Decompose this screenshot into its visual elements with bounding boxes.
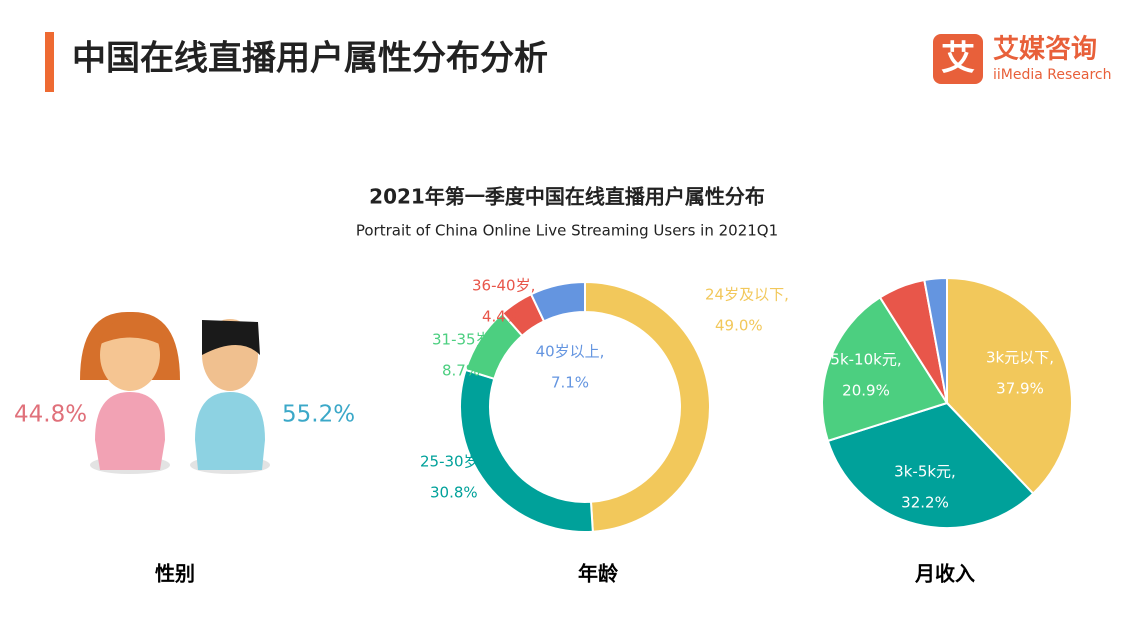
page-title: 中国在线直播用户属性分布分析	[72, 39, 548, 79]
chart-caption: 年龄	[578, 562, 619, 586]
slice	[821, 296, 949, 443]
slice-value: 20.9%	[842, 382, 890, 400]
chart-caption: 月收入	[914, 562, 975, 586]
slice	[584, 280, 711, 533]
gender-value: 55.2%	[282, 402, 355, 428]
slice-label: 24岁及以下,	[705, 286, 789, 304]
slice-label: 36-40岁,	[472, 277, 535, 295]
title-bar	[45, 32, 54, 92]
man-figure	[190, 319, 270, 474]
slice	[459, 368, 594, 533]
slice-value: 37.9%	[996, 380, 1044, 398]
logo-name-en: iiMedia Research	[993, 67, 1112, 83]
logo-name: 艾媒咨询	[993, 34, 1097, 65]
logo-icon-bg	[933, 34, 983, 84]
slice	[946, 276, 1073, 495]
slice-label: 31-35岁,	[432, 331, 495, 349]
slice-value: 8.7%	[442, 362, 480, 380]
chart-caption: 性别	[155, 562, 195, 586]
woman-figure	[80, 311, 180, 474]
slice	[923, 276, 948, 404]
gender-value: 44.8%	[14, 402, 87, 428]
slice-label: 3k元以下,	[986, 349, 1054, 367]
slice-label: 25-30岁,	[420, 453, 483, 471]
chart-subtitle: Portrait of China Online Live Streaming …	[356, 222, 778, 240]
slice-label: 5k-10k元,	[830, 351, 901, 369]
slice-value: 7.1%	[551, 374, 589, 392]
slice-value: 49.0%	[715, 317, 763, 335]
slice-label: 3k-5k元,	[894, 463, 956, 481]
slice-label: 40岁以上,	[536, 343, 605, 361]
slice	[826, 401, 1035, 529]
slice-value: 32.2%	[901, 494, 949, 512]
logo-icon: 艾	[941, 39, 975, 79]
slice-value: 30.8%	[430, 484, 478, 502]
chart-title: 2021年第一季度中国在线直播用户属性分布	[369, 185, 765, 209]
slice-value: 4.4%	[482, 308, 520, 326]
slice	[529, 280, 586, 323]
